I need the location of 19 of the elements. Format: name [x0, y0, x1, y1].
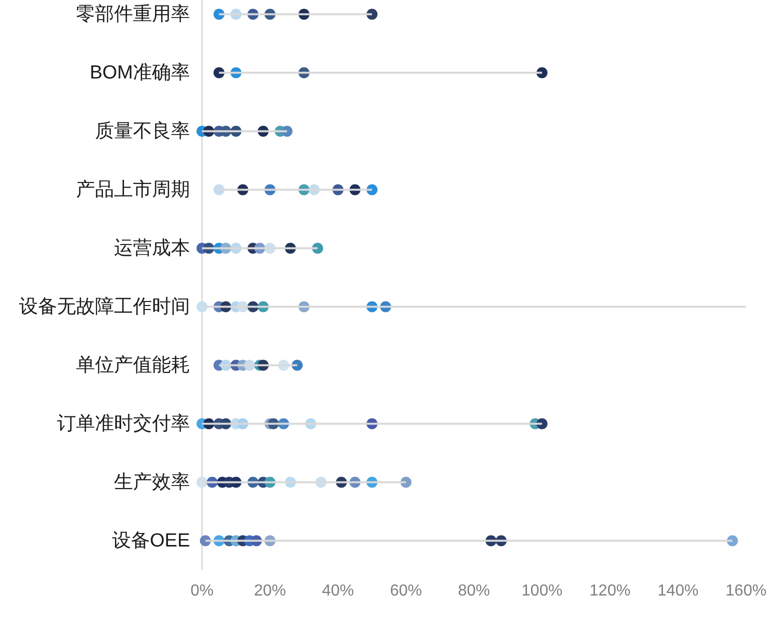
tick-label: 0% — [190, 582, 214, 600]
tick-label: 100% — [522, 582, 562, 600]
tick-label: 20% — [254, 582, 286, 600]
category-label: BOM准确率 — [90, 62, 190, 84]
category-label: 订单准时交付率 — [57, 413, 190, 434]
tick-label: 60% — [390, 582, 422, 600]
category-label: 零部件重用率 — [76, 4, 190, 25]
category-label: 单位产值能耗 — [76, 354, 190, 376]
tick-label: 80% — [458, 582, 490, 600]
category-label: 设备无故障工作时间 — [19, 296, 190, 318]
tick-label: 40% — [322, 582, 354, 600]
tick-label: 140% — [658, 582, 698, 600]
category-label: 产品上市周期 — [76, 179, 190, 200]
category-label: 运营成本 — [114, 238, 190, 259]
tick-label: 120% — [590, 582, 630, 600]
tick-label: 160% — [726, 582, 766, 600]
category-label: 质量不良率 — [95, 120, 190, 142]
category-label: 生产效率 — [114, 472, 190, 493]
category-label: 设备OEE — [112, 530, 190, 552]
